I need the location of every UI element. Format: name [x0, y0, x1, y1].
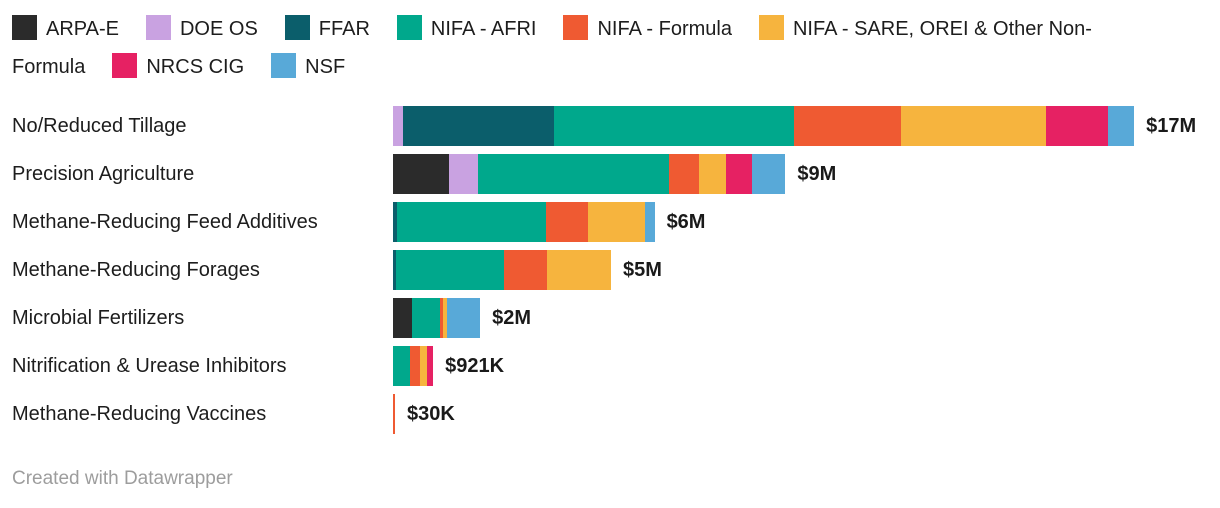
- legend-swatch-icon: [563, 15, 589, 40]
- bar-segment[interactable]: [668, 154, 700, 194]
- chart-row: Methane-Reducing Feed Additives $6M: [12, 198, 1208, 246]
- bar-segment[interactable]: [410, 346, 421, 386]
- bar-segment[interactable]: [793, 106, 902, 146]
- bar-segment[interactable]: [478, 154, 669, 194]
- bar-segment[interactable]: [752, 154, 786, 194]
- legend-item: NIFA - AFRI: [396, 15, 537, 40]
- category-label: Methane-Reducing Forages: [12, 258, 260, 281]
- bar: $17M: [393, 106, 1208, 146]
- legend-label: NIFA - Formula: [597, 18, 732, 40]
- legend-label: NSF: [305, 56, 346, 78]
- legend-swatch-icon: [271, 53, 297, 78]
- bar-segment[interactable]: [439, 298, 444, 338]
- total-value-label: $5M: [622, 258, 662, 281]
- bar-segment[interactable]: [1108, 106, 1135, 146]
- legend-swatch-icon: [145, 15, 171, 40]
- total-value-label: $2M: [492, 306, 532, 329]
- bar-chart: No/Reduced Tillage $17M Precision Agricult…: [12, 102, 1208, 438]
- bar-segment[interactable]: [1046, 106, 1108, 146]
- bar: $2M: [393, 298, 1208, 338]
- legend-label: ARPA-E: [46, 18, 119, 40]
- legend-swatch-icon: [758, 15, 784, 40]
- bar-segment[interactable]: [420, 346, 428, 386]
- bar-segment[interactable]: [393, 394, 395, 434]
- legend-label: FFAR: [318, 18, 370, 40]
- bar-segment[interactable]: [443, 298, 448, 338]
- bar-segment[interactable]: [393, 346, 411, 386]
- legend-swatch-icon: [112, 53, 138, 78]
- chart-row: No/Reduced Tillage $17M: [12, 102, 1208, 150]
- chart-row: Methane-Reducing Vaccines $30K: [12, 390, 1208, 438]
- chart-container: ARPA-E DOE OS FFAR NIFA - AFRI NIFA - Formul…: [12, 10, 1208, 438]
- legend-swatch-icon: [12, 15, 37, 40]
- bar-segment[interactable]: [546, 202, 588, 242]
- category-label: No/Reduced Tillage: [12, 114, 187, 137]
- legend-line-2: Formula NRCS CIG NSF: [12, 48, 1208, 86]
- bar: $9M: [393, 154, 1208, 194]
- total-value-label: $6M: [666, 210, 706, 233]
- bar-segment[interactable]: [699, 154, 726, 194]
- legend-label: DOE OS: [179, 18, 258, 40]
- category-label: Methane-Reducing Vaccines: [12, 402, 267, 425]
- legend-item: ARPA-E: [12, 15, 119, 40]
- chart-row: Methane-Reducing Forages $5M: [12, 246, 1208, 294]
- chart-row: Precision Agriculture $9M: [12, 150, 1208, 198]
- total-value-label: $30K: [407, 402, 455, 425]
- bar-segment[interactable]: [396, 250, 505, 290]
- bar-segment[interactable]: [403, 106, 554, 146]
- bar-segment[interactable]: [901, 106, 1047, 146]
- category-label: Nitrification & Urease Inhibitors: [12, 354, 287, 377]
- bar-segment[interactable]: [393, 298, 412, 338]
- bar-segment[interactable]: [393, 202, 398, 242]
- legend-item: NRCS CIG: [112, 53, 245, 78]
- category-label: Microbial Fertilizers: [12, 306, 185, 329]
- category-label: Precision Agriculture: [12, 162, 195, 185]
- legend-line-1: ARPA-E DOE OS FFAR NIFA - AFRI NIFA - Formul…: [12, 10, 1208, 48]
- legend-label: NRCS CIG: [146, 56, 245, 78]
- bar: $6M: [393, 202, 1208, 242]
- legend-label-continued: Formula: [12, 56, 86, 78]
- bar-segment[interactable]: [448, 154, 478, 194]
- legend-label: NIFA - AFRI: [430, 18, 537, 40]
- bar-segment[interactable]: [553, 106, 794, 146]
- bar-segment[interactable]: [725, 154, 753, 194]
- total-value-label: $9M: [797, 162, 837, 185]
- legend-swatch-icon: [396, 15, 422, 40]
- legend-item: NIFA - Formula: [563, 15, 732, 40]
- bar: $921K: [393, 346, 1208, 386]
- bar-segment[interactable]: [393, 106, 404, 146]
- attribution-text: Created with Datawrapper: [12, 468, 233, 489]
- bar: $5M: [393, 250, 1208, 290]
- legend-item: FFAR: [284, 15, 370, 40]
- bar-segment[interactable]: [546, 250, 611, 290]
- category-label: Methane-Reducing Feed Additives: [12, 210, 318, 233]
- legend-label: NIFA - SARE, OREI & Other Non-: [792, 18, 1092, 40]
- legend: ARPA-E DOE OS FFAR NIFA - AFRI NIFA - Formul…: [12, 10, 1208, 86]
- legend-item: NIFA - SARE, OREI & Other Non-: [758, 15, 1092, 40]
- legend-item: NSF: [271, 53, 346, 78]
- legend-swatch-icon: [284, 15, 310, 40]
- bar-segment[interactable]: [427, 346, 434, 386]
- bar-segment[interactable]: [411, 298, 440, 338]
- bar-segment[interactable]: [393, 250, 397, 290]
- bar-segment[interactable]: [447, 298, 481, 338]
- bar-segment[interactable]: [504, 250, 547, 290]
- total-value-label: $17M: [1146, 114, 1197, 137]
- chart-row: Nitrification & Urease Inhibitors $921K: [12, 342, 1208, 390]
- bar-segment[interactable]: [587, 202, 646, 242]
- bar: $30K: [393, 394, 1208, 434]
- chart-row: Microbial Fertilizers $2M: [12, 294, 1208, 342]
- bar-segment[interactable]: [645, 202, 655, 242]
- total-value-label: $921K: [445, 354, 505, 377]
- bar-segment[interactable]: [397, 202, 547, 242]
- bar-segment[interactable]: [393, 154, 449, 194]
- legend-item: DOE OS: [145, 15, 258, 40]
